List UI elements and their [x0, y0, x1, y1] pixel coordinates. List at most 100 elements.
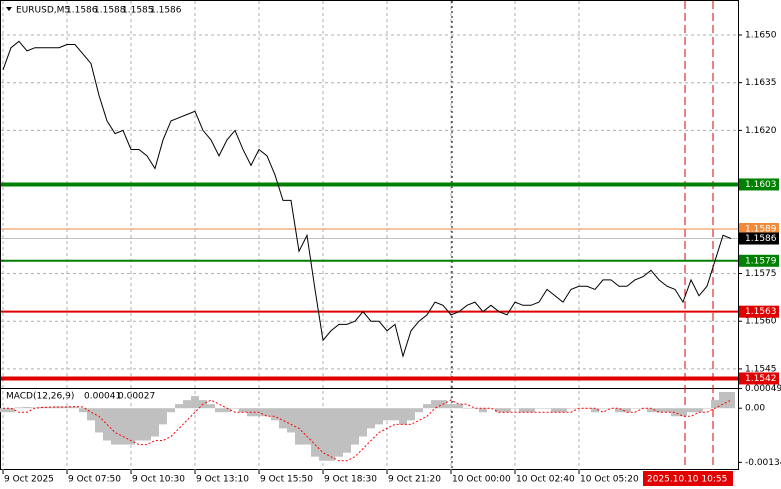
- y-tick-label: 1.1635: [745, 78, 777, 88]
- macd-bar: [479, 408, 487, 413]
- macd-bar: [367, 408, 375, 429]
- x-tick-label: 9 Oct 21:20: [388, 475, 441, 485]
- macd-bar: [695, 408, 703, 413]
- macd-bar: [319, 408, 327, 461]
- macd-bar: [47, 406, 55, 409]
- macd-bar: [119, 408, 127, 445]
- cursor-time-box: [643, 471, 733, 486]
- y-tick-label: 1.1575: [745, 269, 777, 279]
- x-tick-label: 9 Oct 13:10: [196, 475, 249, 485]
- macd-bar: [263, 408, 271, 417]
- macd-bar: [559, 408, 567, 413]
- macd-bar: [599, 408, 607, 409]
- macd-bar: [7, 408, 15, 413]
- level-label: 1.1542: [745, 374, 777, 384]
- macd-bar: [0, 408, 7, 413]
- macd-bar: [543, 408, 551, 409]
- menu-arrow[interactable]: [6, 7, 12, 11]
- macd-bar: [495, 408, 503, 413]
- macd-bar: [215, 408, 223, 413]
- level-label: 1.1579: [745, 256, 777, 266]
- macd-bar: [399, 408, 407, 425]
- macd-bar: [287, 408, 295, 433]
- macd-bar: [727, 392, 735, 409]
- macd-bar: [375, 408, 383, 425]
- macd-bar: [359, 408, 367, 437]
- macd-bar: [15, 407, 23, 409]
- level-label-box: [739, 372, 779, 385]
- x-tick-label: 9 Oct 10:30: [132, 475, 185, 485]
- macd-bar: [303, 408, 311, 445]
- macd-bar: [407, 408, 415, 421]
- macd-bar: [111, 408, 119, 445]
- cursor-time: 2025.10.10 10:55: [647, 475, 727, 485]
- macd-bar: [151, 408, 159, 437]
- macd-bar: [487, 408, 495, 409]
- macd-bar: [527, 408, 535, 413]
- macd-bar: [511, 408, 519, 409]
- macd-bar: [687, 408, 695, 413]
- macd-bar: [471, 408, 479, 409]
- level-label: 1.1563: [745, 307, 777, 317]
- macd-bar: [79, 408, 87, 413]
- macd-bar: [175, 404, 183, 409]
- macd-bar: [535, 408, 543, 409]
- macd-bar: [103, 408, 111, 441]
- price-line: [2, 40, 732, 359]
- ohlc-value: 1.1588: [94, 6, 126, 16]
- indicator-title: MACD(12,26,9): [6, 392, 74, 402]
- signal-line: [3, 399, 732, 462]
- macd-bar: [671, 408, 679, 417]
- y-tick-label: 1.1545: [745, 364, 777, 374]
- macd-bar: [655, 408, 663, 413]
- macd-bar: [327, 408, 335, 461]
- ohlc-value: 1.1586: [150, 6, 182, 16]
- level-label: 1.1589: [745, 224, 777, 234]
- macd-bar: [231, 408, 239, 409]
- macd-bar: [183, 400, 191, 409]
- macd-bar: [703, 408, 711, 409]
- x-tick-label: 10 Oct 02:40: [516, 475, 575, 485]
- macd-bar: [95, 408, 103, 433]
- macd-bar: [239, 408, 247, 413]
- ohlc-value: 1.1586: [66, 6, 98, 16]
- macd-bar: [463, 408, 471, 409]
- macd-bar: [647, 408, 655, 413]
- y-tick-label: 0.00049: [745, 384, 781, 394]
- chart-title: EURUSD,M5: [16, 6, 70, 16]
- x-tick-label: 9 Oct 07:50: [68, 475, 121, 485]
- macd-bar: [271, 408, 279, 421]
- macd-bar: [679, 408, 687, 417]
- macd-bar: [431, 400, 439, 409]
- macd-bar: [343, 408, 351, 453]
- level-label-box: [739, 178, 779, 191]
- level-label: 1.1603: [745, 180, 777, 190]
- macd-bar: [311, 408, 319, 457]
- macd-bar: [191, 396, 199, 409]
- macd-bar: [503, 408, 511, 413]
- macd-bar: [631, 408, 639, 409]
- macd-bar: [127, 408, 135, 445]
- macd-bar: [279, 408, 287, 429]
- x-tick-label: 9 Oct 2025: [4, 475, 54, 485]
- ohlc-value: 1.1585: [122, 6, 154, 16]
- x-tick-label: 10 Oct 05:20: [580, 475, 639, 485]
- level-label: 1.1586: [745, 234, 777, 244]
- macd-bar: [71, 406, 79, 409]
- level-label-box: [739, 222, 779, 235]
- macd-bar: [135, 408, 143, 441]
- macd-bar: [719, 392, 727, 409]
- macd-bar: [383, 408, 391, 421]
- macd-bar: [351, 408, 359, 445]
- x-tick-label: 9 Oct 18:30: [324, 475, 377, 485]
- macd-bar: [567, 408, 575, 409]
- x-tick-label: 9 Oct 15:50: [260, 475, 313, 485]
- y-tick-label: -0.00134: [745, 458, 781, 468]
- macd-bar: [143, 408, 151, 441]
- macd-bar: [663, 408, 671, 413]
- macd-bar: [455, 404, 463, 409]
- y-tick-label: 1.1620: [745, 126, 777, 136]
- macd-bar: [207, 404, 215, 409]
